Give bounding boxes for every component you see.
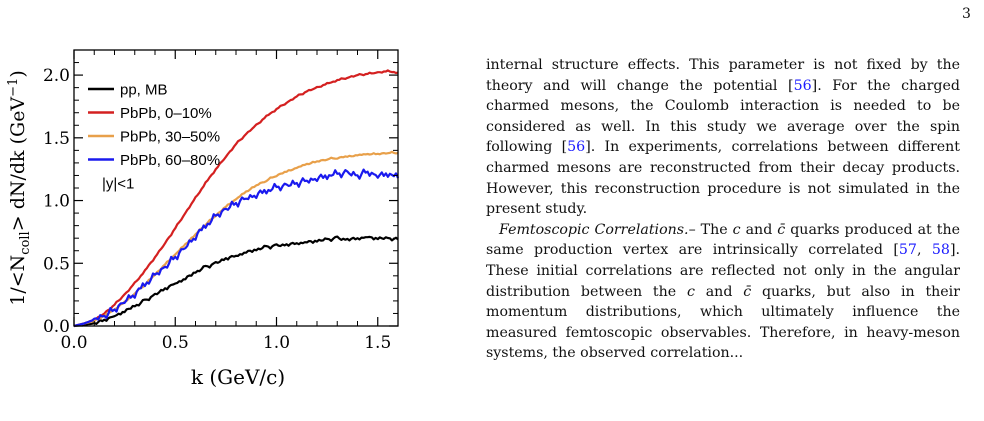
y-tick-label: 0.0	[43, 317, 70, 337]
y-tick-label: 1.0	[43, 192, 70, 212]
citation-separator: ,	[916, 242, 932, 259]
series-line-1	[73, 69, 399, 328]
y-label-suffix: )	[7, 70, 29, 77]
y-tick-label: 0.5	[43, 254, 70, 274]
momentum-distribution-figure: 0.0 0.5 1.0 1.5 0.0 0.5 1.0 1.5 2.0 pp, MB PbPb, …	[0, 0, 440, 421]
series-line-0	[73, 235, 399, 328]
x-tick-label: 1.5	[364, 333, 391, 353]
p2-text-a: – The	[688, 221, 733, 238]
x-tick-label: 1.0	[263, 333, 290, 353]
legend-label: PbPb, 0–10%	[120, 105, 212, 122]
p2-text-b: quarks produced at the same production v…	[486, 221, 960, 259]
y-tick-label: 2.0	[43, 66, 70, 86]
section-heading-femtoscopic: Femtoscopic Correlations.	[499, 221, 689, 238]
legend-label: pp, MB	[120, 82, 168, 99]
legend-label: PbPb, 30–50%	[120, 129, 220, 146]
citation-56b[interactable]: 56	[567, 139, 586, 156]
paragraph-1: internal structure effects. This paramet…	[486, 55, 960, 220]
p2-and-1: and	[740, 221, 778, 238]
p1-text-b: ]. For the charged charmed mesons, the C…	[486, 77, 960, 156]
y-label-prefix: 1/<N	[7, 255, 29, 306]
x-tick-label: 0.0	[60, 333, 87, 353]
citation-57[interactable]: 57	[898, 242, 917, 259]
math-cbar-2: c̄	[743, 283, 752, 300]
math-c-1: c	[732, 221, 741, 238]
page-number: 3	[962, 6, 971, 22]
rapidity-annotation: |y|<1	[102, 176, 134, 193]
p1-text-c: ]. In experiments, correlations between …	[486, 139, 960, 218]
y-label-sup: −1	[6, 78, 21, 97]
p2-text-c: ]. These initial correlations are reflec…	[486, 242, 960, 300]
y-tick-label: 1.5	[43, 129, 70, 149]
series-line-3	[73, 168, 400, 328]
y-label-sub: coll	[18, 231, 33, 254]
body-text-column: internal structure effects. This paramet…	[486, 55, 960, 421]
x-tick-label: 0.5	[162, 333, 189, 353]
paragraph-2: Femtoscopic Correlations.– The c and c̄ …	[486, 220, 960, 364]
chart-svg: 0.0 0.5 1.0 1.5 0.0 0.5 1.0 1.5 2.0 pp, MB PbPb, …	[6, 49, 400, 389]
p1-text-a: internal structure effects. This paramet…	[486, 57, 960, 94]
x-axis-label: k (GeV/c)	[191, 365, 285, 389]
y-axis-label: 1/<Ncoll> dN/dk (GeV−1)	[6, 70, 33, 306]
y-label-mid: > dN/dk (GeV	[7, 97, 29, 232]
math-cbar-1: c̄	[777, 221, 786, 238]
citation-56a[interactable]: 56	[793, 77, 812, 94]
p2-and-2: and	[694, 283, 744, 300]
citation-58[interactable]: 58	[931, 242, 950, 259]
math-c-2: c	[686, 283, 695, 300]
legend-label: PbPb, 60–80%	[120, 152, 220, 169]
p2-text-d: quarks, but also in their momentum distr…	[486, 283, 960, 362]
